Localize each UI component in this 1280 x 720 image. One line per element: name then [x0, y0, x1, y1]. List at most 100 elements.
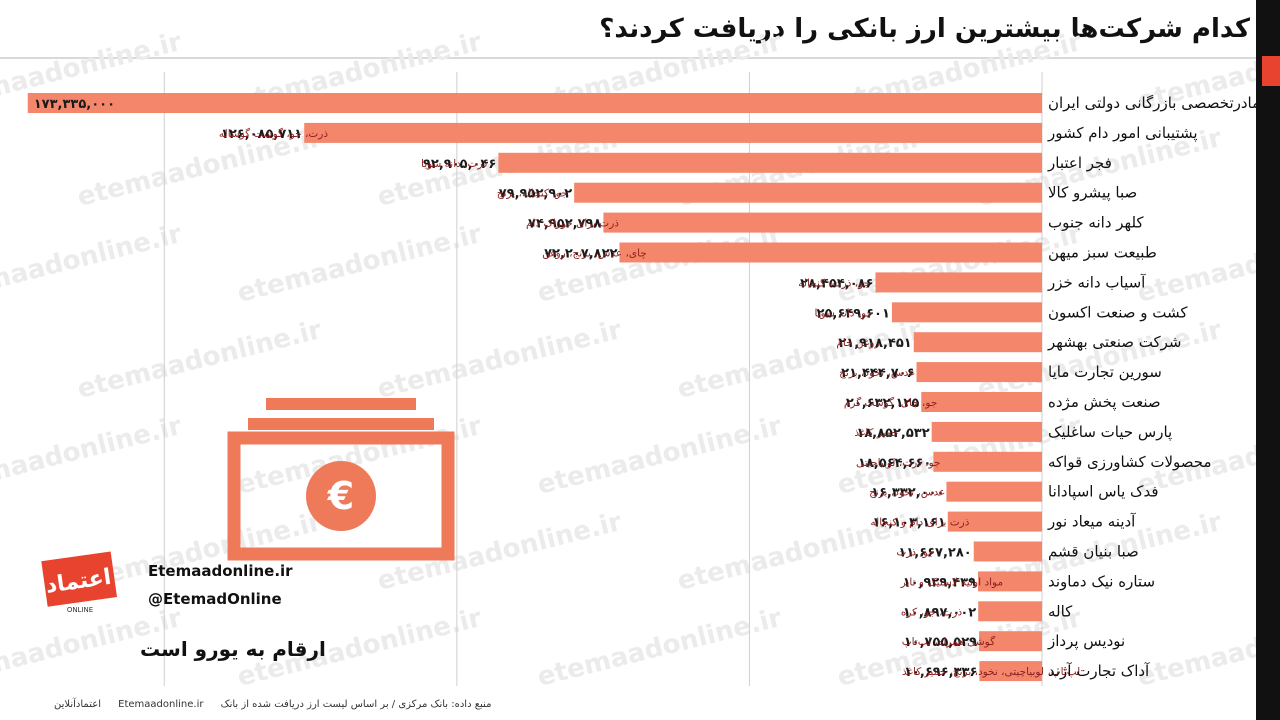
value-label: ۱۰,۹۲۹,۴۳۹ [903, 575, 976, 590]
value-label: ۲۸,۴۵۴,۰۸۶ [800, 276, 873, 291]
item-label: عدس، نخود، برنج [869, 487, 945, 499]
bar [603, 212, 1042, 233]
item-label: جو، دانه سویا [815, 307, 873, 319]
bar [947, 511, 1042, 532]
category-label: آدینه میعاد نور [1047, 513, 1136, 531]
value-label: ۱۸,۵۶۴,۶۶۰ [858, 456, 931, 471]
item-label: خمیر کاغذ [854, 427, 898, 439]
bar [498, 152, 1042, 173]
watermark-text: etemaadonline.ir [974, 315, 1224, 405]
item-label: جو، کنجاله، برنج [497, 188, 568, 200]
value-label: ۱۰,۶۹۶,۳۳۶ [904, 665, 977, 680]
watermark-text: etemaadonline.ir [534, 411, 784, 501]
category-label: آداک تجارت آژند [1048, 662, 1150, 680]
item-label: جو، ذرت [896, 547, 934, 559]
euro-banknote-icon: € [227, 398, 455, 561]
category-label: فجر اعتبار [1047, 154, 1112, 172]
bars [27, 93, 1043, 682]
value-label: ۱۲۶,۰۸۵,۷۱۱ [221, 127, 302, 142]
watermark-text: etemaadonline.ir [1134, 219, 1256, 309]
brand-website[interactable]: Etemaadonline.ir [148, 562, 293, 580]
category-label: مادرتخصصی بازرگانی دولتی ایران [1048, 94, 1256, 112]
value-label: ۱۰,۸۹۷,۰۰۲ [903, 605, 976, 620]
value-label: ۲۱,۴۴۴,۷۰۶ [841, 366, 914, 381]
bar [978, 571, 1042, 592]
bar [946, 481, 1042, 502]
item-label: جو، ذرت، کنجاله [798, 277, 870, 289]
currency-note: ارقام به یورو است [140, 637, 326, 661]
category-label: کلهر دانه جنوب [1048, 214, 1144, 232]
value-label: ۷۴,۹۵۲,۷۹۸ [528, 217, 601, 232]
watermark-text: etemaadonline.ir [234, 219, 484, 309]
item-label: ذرت برای خوراک دام [526, 218, 619, 230]
value-label: ۷۲,۲۰۷,۸۲۲ [544, 247, 617, 262]
category-label: پشتیبانی امور دام کشور [1047, 124, 1198, 143]
category-label: شرکت صنعتی بهشهر [1047, 333, 1181, 351]
watermark-text: etemaadonline.ir [74, 315, 324, 405]
category-labels: مادرتخصصی بازرگانی دولتی ایران پشتیبانی ا… [1047, 94, 1256, 680]
value-label: ۱۶,۱۰۳,۱۶۱ [872, 516, 945, 531]
value-label: ۲۰,۶۳۲,۱۲۵ [846, 396, 919, 411]
category-label: ستاره نیک دماوند [1048, 572, 1155, 590]
value-labels: ۱۷۳,۳۳۵,۰۰۰ ۱۲۶,۰۸۵,۷۱۱ ۹۲,۹۰۵,۰۴۶۷۹,۹۵۲,۹… [34, 97, 978, 680]
item-label: جو، ذرت، لوبیاچیتی [856, 457, 941, 469]
category-label: پارس حیات ساغلیک [1048, 423, 1172, 442]
category-label: آسیاب دانه خزر [1047, 273, 1146, 291]
bar [913, 332, 1042, 353]
watermark-text: etemaadonline.ir [0, 411, 185, 501]
value-label: ۹۲,۹۰۵,۰۴۶ [423, 157, 496, 172]
footer: منبع داده: بانک مرکزی / بر اساس لیست ارز… [40, 699, 491, 710]
logo-subtext: ONLINE [67, 606, 93, 614]
right-edge-accent [1262, 56, 1280, 86]
item-label: ذرت برای دام و کنجاله [870, 517, 969, 529]
item-label: جو، چای، گوشت گرم [844, 396, 937, 409]
chart-title: کدام شرکت‌ها بیشترین ارز بانکی را دریافت… [599, 14, 1250, 44]
right-edge-bar [1256, 0, 1280, 720]
brand-twitter[interactable]: @EtemadOnline [148, 590, 282, 608]
svg-text:€: € [327, 474, 354, 518]
value-label: ۱۷۳,۳۳۵,۰۰۰ [34, 97, 115, 112]
bar [27, 93, 1043, 113]
category-label: محصولات کشاورزی قواکه [1048, 453, 1212, 471]
etemad-logo-icon: اعتماد ONLINE [41, 551, 118, 614]
footer-site[interactable]: Etemaadonline.ir [118, 699, 204, 710]
category-label: کاله [1048, 602, 1073, 620]
item-label: گوشی همراه، لپ‌تاپ [902, 635, 995, 648]
item-label: ذرت، جو، گوشت گوساله [219, 127, 328, 140]
value-label: ۲۱,۹۱۸,۴۵۱ [838, 336, 911, 351]
bar [978, 601, 1042, 622]
bar [931, 421, 1042, 442]
item-label: عدس، نخود، برنج [839, 367, 915, 379]
value-label: ۱۱,۶۶۷,۲۸۰ [898, 546, 971, 561]
value-label: ۷۹,۹۵۲,۹۰۲ [499, 187, 572, 202]
item-label: چای، عدس، برنج، روغن [542, 248, 647, 260]
watermark-text: etemaadonline.ir [1134, 603, 1256, 693]
footer-source: منبع داده: بانک مرکزی / بر اساس لیست ارز… [220, 699, 492, 710]
category-label: سورین تجارت مایا [1048, 363, 1162, 381]
category-label: کشت و صنعت اکسون [1048, 303, 1188, 321]
bar [875, 272, 1042, 293]
bar [979, 661, 1042, 682]
value-label: ۱۰,۷۵۵,۵۲۹ [904, 635, 977, 650]
category-label: صنعت پخش مژده [1048, 393, 1161, 412]
watermark-text: etemaadonline.ir [674, 315, 924, 405]
item-label: ذرت، جو، کره [901, 606, 963, 618]
category-label: فدک یاس اسپادانا [1048, 483, 1159, 502]
watermark-text: etemaadonline.ir [374, 315, 624, 405]
category-label: صبا بنیان قشم [1048, 543, 1139, 561]
item-label: لپ‌تاپ، لوبیاچیتی، نخود، برنج، خمیر کاغذ [902, 666, 1080, 678]
bar [916, 362, 1042, 383]
bar [574, 182, 1042, 203]
item-labels: ذرت، جو، گوشت گوساله ذرت، دانه سویا جو، کن… [219, 127, 1080, 678]
value-label: ۱۸,۸۵۲,۵۳۲ [856, 426, 929, 441]
bar [304, 122, 1042, 143]
category-label: صبا پیشرو کالا [1048, 184, 1137, 203]
category-label: نودیس پرداز [1047, 632, 1125, 651]
title-divider [0, 57, 1256, 59]
footer-publisher: اعتمادآنلاین [54, 699, 101, 710]
watermark-text: etemaadonline.ir [0, 219, 185, 309]
category-label: طبیعت سبز میهن [1048, 244, 1157, 262]
value-label: ۱۶,۳۳۲,۰۰۰ [871, 486, 944, 501]
bar [619, 242, 1042, 263]
